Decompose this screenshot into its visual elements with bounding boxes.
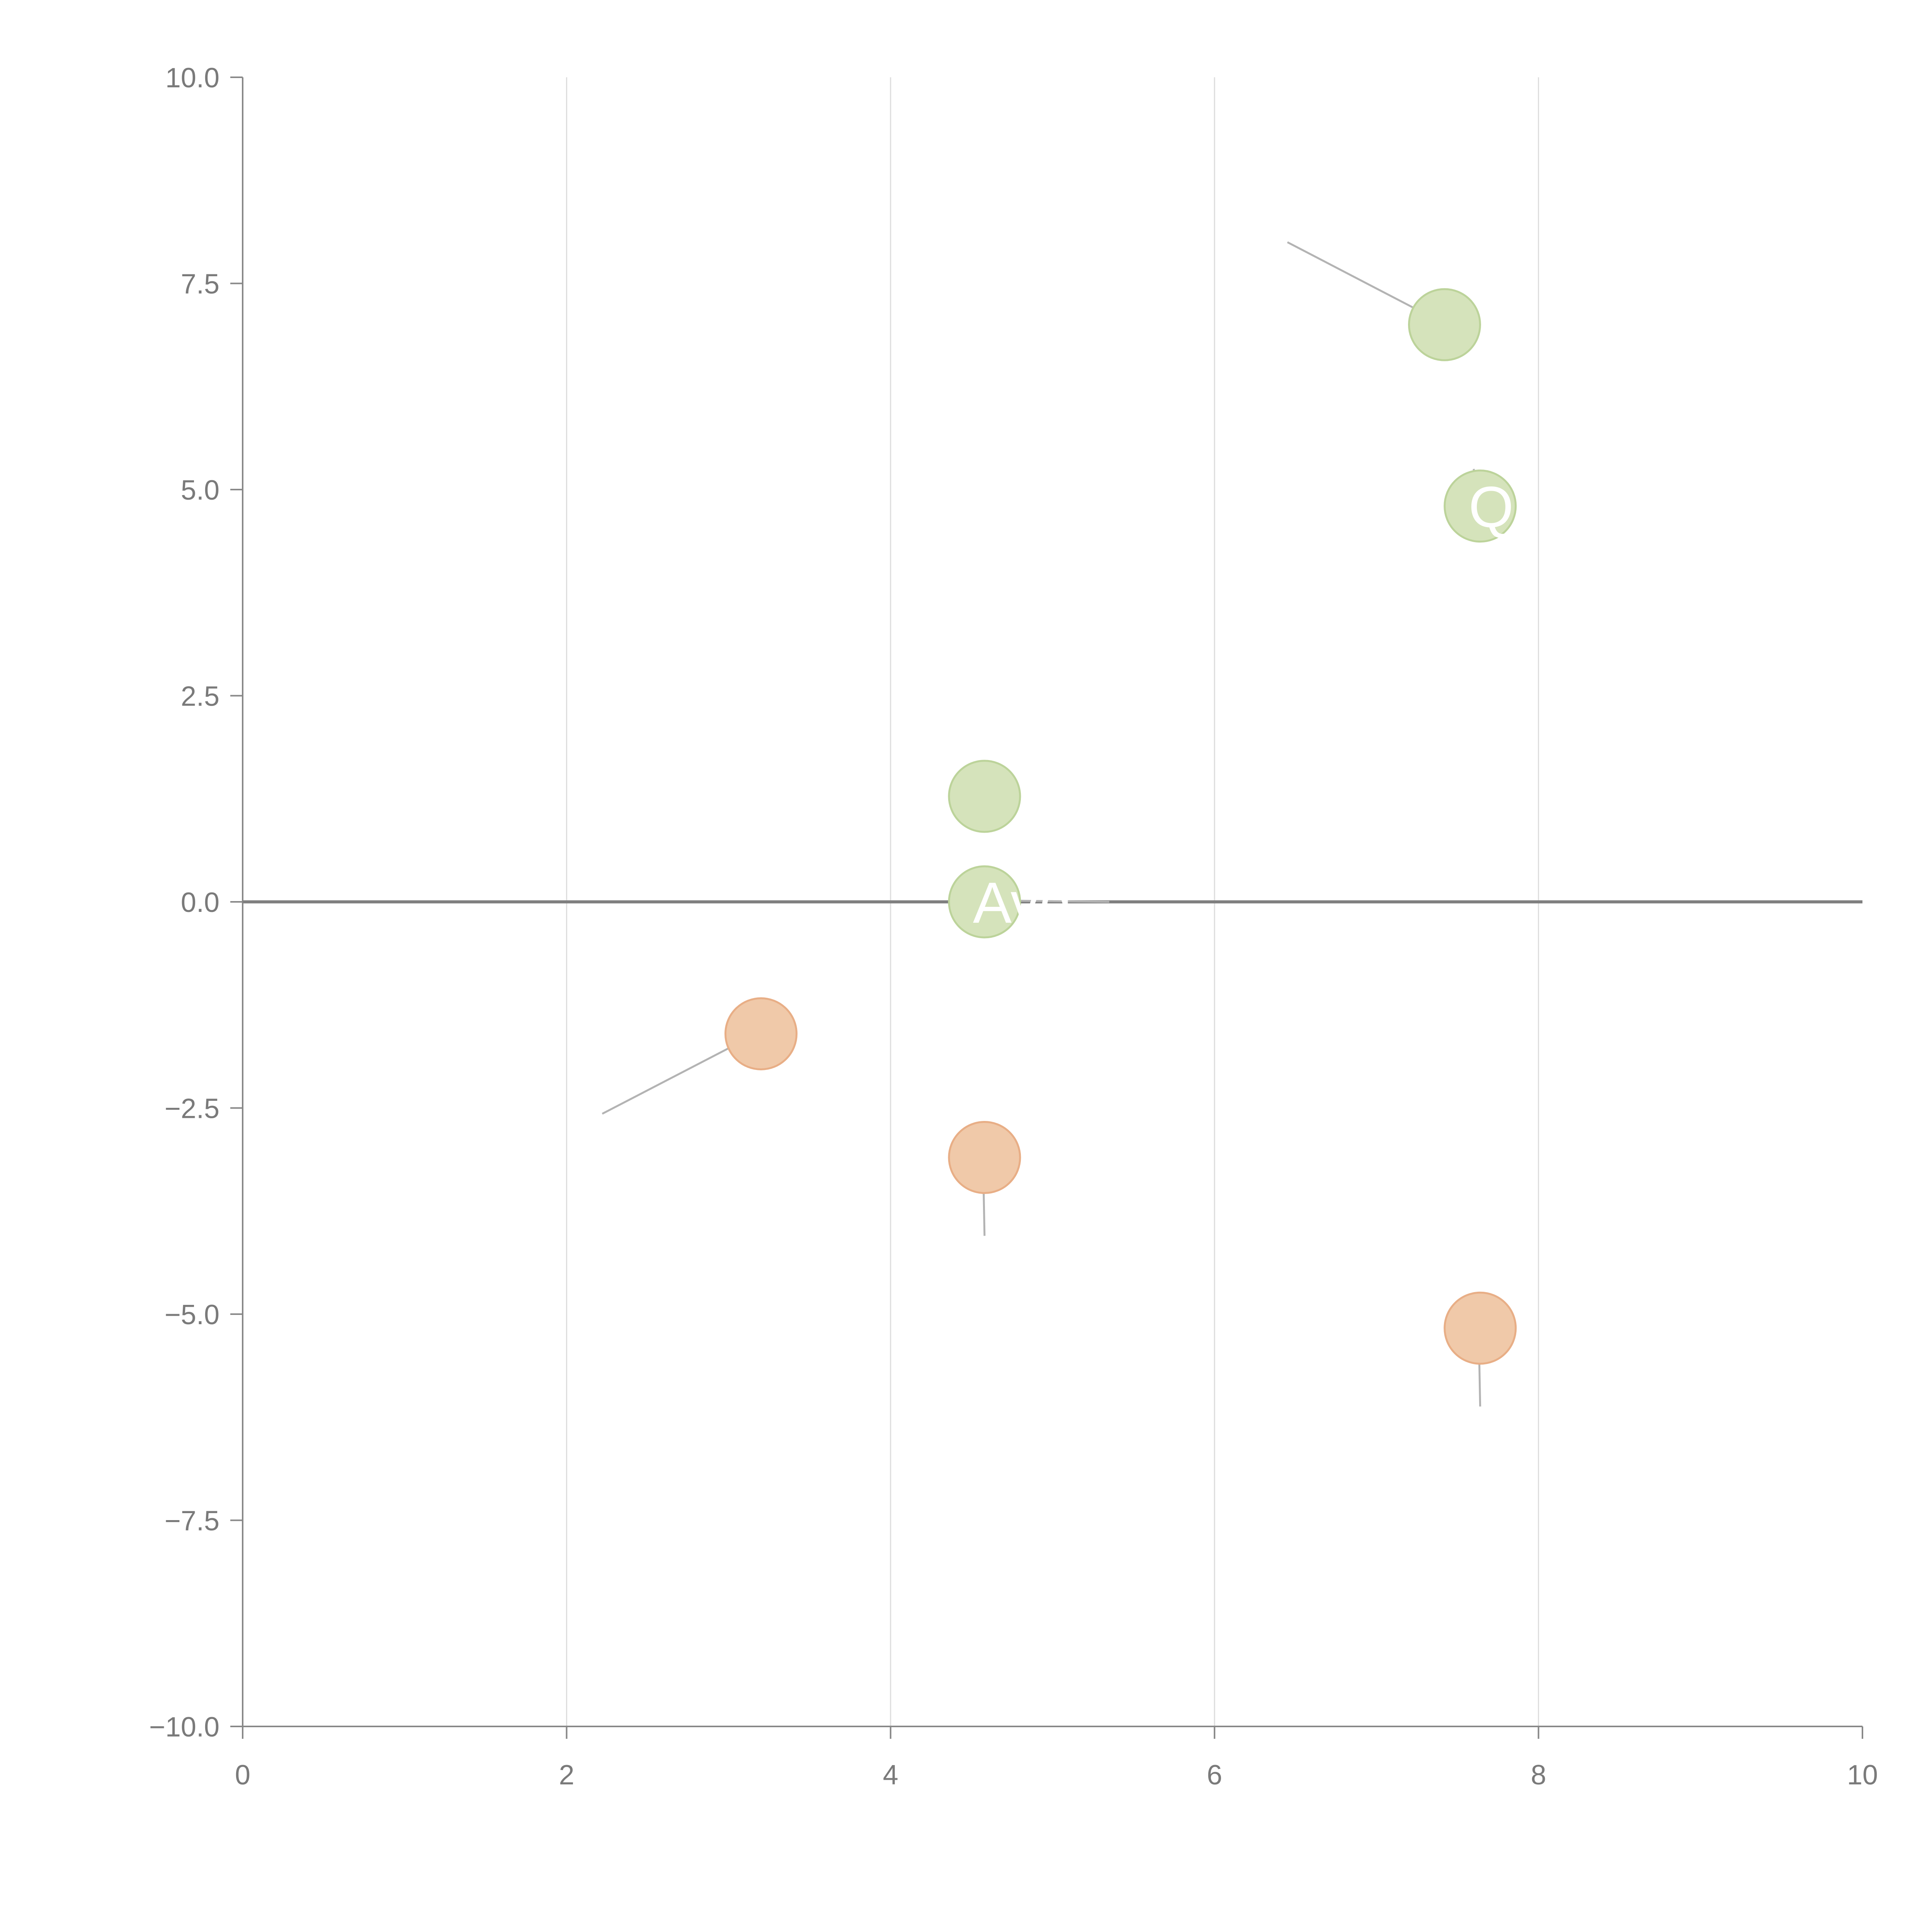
data-points	[724, 288, 1517, 1365]
point-label: Avg	[973, 870, 1072, 935]
scatter-point-positive	[1408, 288, 1481, 361]
x-tick-label: 6	[1207, 1760, 1222, 1791]
y-tick-label: −2.5	[165, 1094, 219, 1124]
scatter-point-positive	[948, 760, 1021, 833]
x-tick-label: 4	[883, 1760, 898, 1791]
scatter-point-negative	[1444, 1291, 1517, 1365]
tick-labels: 10.0 7.5 5.0 2.5 0.0 −2.5 −5.0 −7.5 −10.0 0 2 4 6 8 10	[149, 63, 1878, 1791]
y-tick-label: −5.0	[165, 1299, 219, 1330]
scatter-point-negative	[724, 997, 798, 1070]
y-tick-label: 0.0	[181, 887, 219, 918]
x-tick-label: 0	[235, 1760, 250, 1791]
y-tick-label: −10.0	[149, 1712, 219, 1743]
x-tick-label: 8	[1531, 1760, 1546, 1791]
scatter-point-negative	[948, 1121, 1021, 1194]
scatter-point-positive	[948, 865, 1021, 939]
point-label: Q	[1469, 474, 1514, 539]
x-tick-label: 2	[559, 1760, 574, 1791]
y-tick-label: −7.5	[165, 1506, 219, 1537]
y-tick-label: 7.5	[181, 269, 219, 300]
point-labels: Q Avg	[973, 474, 1514, 935]
y-tick-label: 2.5	[181, 681, 219, 712]
y-tick-label: 5.0	[181, 475, 219, 506]
y-tick-label: 10.0	[165, 63, 219, 94]
label-leader-lines	[602, 241, 1481, 1407]
x-tick-label: 10	[1847, 1760, 1878, 1791]
scatter-point-positive	[1444, 469, 1517, 543]
